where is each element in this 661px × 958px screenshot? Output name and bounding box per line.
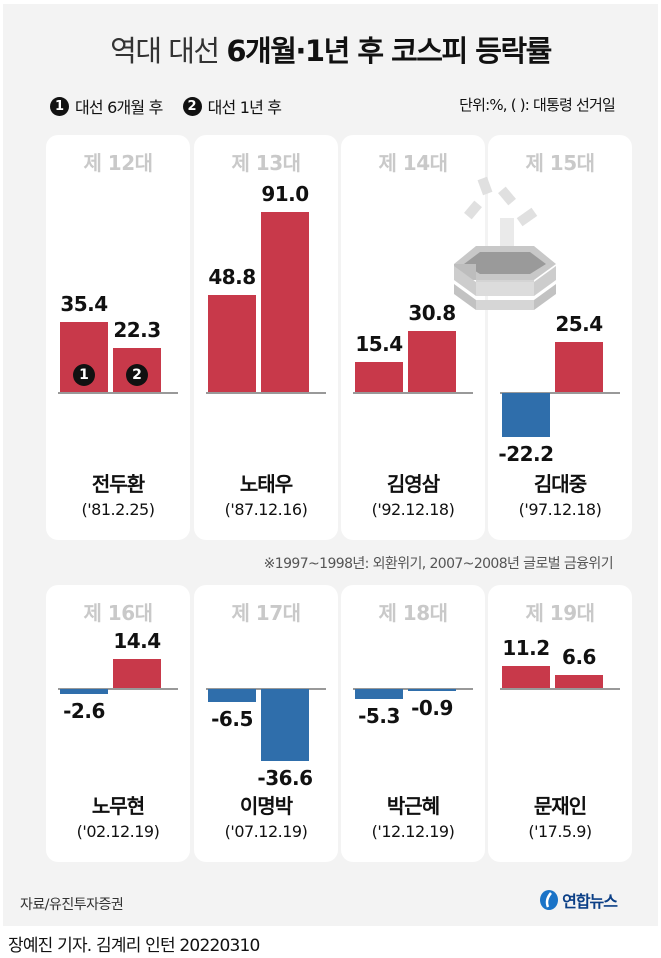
series-number-badge: 1 <box>73 363 95 386</box>
term-label: 제 18대 <box>378 601 448 625</box>
legend: 1 대선 6개월 후 2 대선 1년 후 <box>50 94 282 118</box>
term-label: 제 19대 <box>525 601 595 625</box>
election-date: ('02.12.19) <box>76 822 160 841</box>
baseline <box>206 688 326 690</box>
legend-number-2: 2 <box>182 96 202 116</box>
baseline <box>58 392 178 394</box>
bar-1yr <box>555 341 603 392</box>
value-label: 91.0 <box>261 181 309 206</box>
term-label: 제 17대 <box>231 601 301 625</box>
ballot-box-illustration <box>454 176 556 310</box>
bar-1yr <box>261 689 309 762</box>
bar-1yr <box>261 211 309 392</box>
bar-1yr <box>113 659 161 688</box>
title-light: 역대 대선 <box>110 34 227 68</box>
election-date: ('17.5.9) <box>528 822 592 841</box>
election-date: ('12.12.19) <box>371 822 455 841</box>
value-label: 35.4 <box>60 291 108 316</box>
title-bold: 6개월·1년 후 코스피 등락률 <box>226 34 552 68</box>
value-label: -0.9 <box>411 695 453 720</box>
credit: 장예진 기자. 김계리 인턴 20220310 <box>8 936 260 956</box>
term-label: 제 14대 <box>378 151 448 175</box>
chart-title: 역대 대선 6개월·1년 후 코스피 등락률 <box>0 28 661 70</box>
value-label: -6.5 <box>211 706 253 731</box>
president-name: 노무현 <box>91 794 145 818</box>
value-label: 22.3 <box>113 317 161 342</box>
term-label: 제 12대 <box>83 151 153 175</box>
president-name: 노태우 <box>239 472 293 496</box>
legend-number-1: 1 <box>50 96 69 116</box>
president-name: 전두환 <box>91 472 145 496</box>
bar-6mo <box>502 665 550 688</box>
bar-6mo <box>355 361 403 392</box>
legend-label-1: 대선 6개월 후 <box>75 98 163 117</box>
value-label: -2.6 <box>63 699 105 724</box>
bar-6mo <box>208 689 256 702</box>
president-name: 문재인 <box>533 794 587 818</box>
bar-1yr <box>408 331 456 392</box>
value-label: -22.2 <box>498 441 554 466</box>
value-label: 48.8 <box>208 265 256 290</box>
term-label: 제 16대 <box>83 601 153 625</box>
election-date: ('92.12.18) <box>371 500 455 519</box>
bar-1yr <box>408 689 456 691</box>
value-label: 14.4 <box>113 629 161 654</box>
term-label: 제 13대 <box>231 151 301 175</box>
baseline <box>500 688 620 690</box>
election-date: ('07.12.19) <box>224 822 308 841</box>
value-label: 15.4 <box>355 331 403 356</box>
bar-6mo <box>355 689 403 700</box>
term-label: 제 15대 <box>525 151 595 175</box>
footnote: ※1997~1998년: 외환위기, 2007~2008년 글로벌 금융위기 <box>263 556 614 572</box>
election-date: ('97.12.18) <box>518 500 602 519</box>
election-date: ('81.2.25) <box>81 500 155 519</box>
baseline <box>353 688 473 690</box>
bar-6mo <box>60 689 108 695</box>
yonhap-logo-icon <box>540 890 559 910</box>
bar-6mo: 1 <box>60 321 108 392</box>
value-label: 25.4 <box>555 311 603 336</box>
election-date: ('87.12.16) <box>224 500 308 519</box>
president-name: 박근혜 <box>386 794 440 818</box>
unit-label: 단위:%, ( ): 대통령 선거일 <box>459 96 616 114</box>
baseline <box>58 688 178 690</box>
value-label: 11.2 <box>502 635 550 660</box>
president-name: 이명박 <box>239 794 293 818</box>
bar-1yr: 2 <box>113 347 161 392</box>
yonhap-logo: 연합뉴스 <box>539 888 618 912</box>
value-label: -5.3 <box>358 704 400 729</box>
value-label: 6.6 <box>562 644 596 669</box>
president-name: 김영삼 <box>386 472 440 496</box>
value-label: 30.8 <box>408 301 456 326</box>
baseline <box>500 392 620 394</box>
legend-label-2: 대선 1년 후 <box>207 98 282 117</box>
series-number-badge: 2 <box>126 363 148 386</box>
source: 자료/유진투자증권 <box>20 897 124 913</box>
bar-6mo <box>208 295 256 392</box>
logo-text: 연합뉴스 <box>562 892 618 911</box>
president-name: 김대중 <box>533 472 587 496</box>
bar-6mo <box>502 393 550 437</box>
baseline <box>353 392 473 394</box>
value-label: -36.6 <box>257 766 313 791</box>
bar-1yr <box>555 674 603 688</box>
paper-icon <box>464 176 538 248</box>
baseline <box>206 392 326 394</box>
